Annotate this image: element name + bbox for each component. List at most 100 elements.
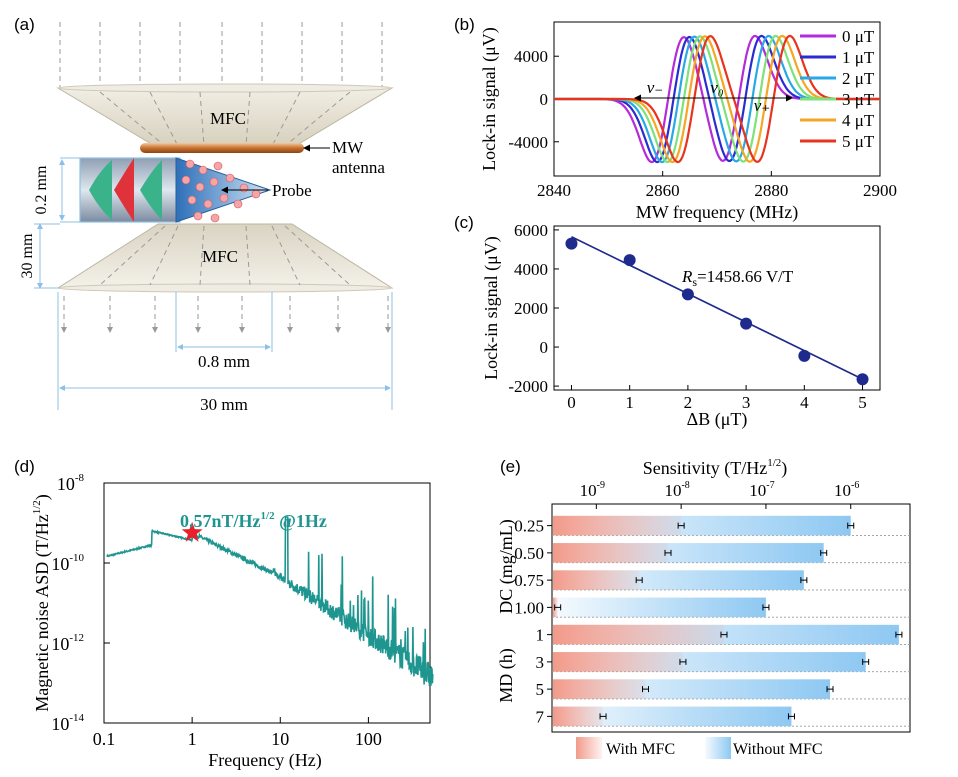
d-ytick-label: 10-10	[51, 552, 84, 574]
e-xtick-label: 10-7	[749, 480, 774, 500]
panel-c-label: (c)	[454, 213, 474, 232]
b-legend-label: 1 μT	[842, 48, 875, 67]
e-bar-with-mfc	[553, 652, 683, 672]
c-data-point	[681, 288, 694, 301]
panel-a-schematic: (a) MFC MW antenna	[14, 15, 394, 414]
b-nu-annotation: ν₋	[647, 78, 664, 97]
probe-label: Probe	[272, 181, 312, 200]
b-ytick-label: -4000	[508, 133, 548, 152]
antenna-label: antenna	[332, 158, 385, 177]
c-xtick-label: 2	[684, 393, 693, 412]
e-category-label: 0.75	[514, 571, 544, 590]
c-fit-annotation: Rs=1458.66 V/T	[681, 267, 794, 289]
b-xlabel: MW frequency (MHz)	[636, 202, 799, 223]
b-legend-label: 5 μT	[842, 132, 875, 151]
e-bar-with-mfc	[553, 624, 724, 645]
e-xtick-label: 10-9	[580, 480, 605, 500]
d-xtick-label: 100	[355, 729, 382, 749]
c-data-point	[740, 317, 753, 330]
c-ytick-label: 6000	[514, 221, 548, 240]
field-lines-top	[59, 22, 383, 90]
panel-c-chart: (c) 0 1 2 3 4 5 6000 4000 2000 0 -2000 Rs=1458.66 …	[454, 213, 881, 430]
panel-e-chart: (e) Sensitivity (T/Hz1/2) 10-9 10-8 10-7 10…	[496, 457, 911, 759]
panel-b-label: (b)	[454, 15, 475, 34]
e-legend-label-without: Without MFC	[733, 741, 823, 758]
d-ytick-label: 10-8	[57, 472, 85, 494]
e-xtick-label: 10-6	[834, 480, 859, 500]
mfc-bottom-label: MFC	[202, 247, 238, 266]
e-bar-with-mfc	[553, 679, 646, 699]
d-ytick-label: 10-12	[51, 632, 84, 654]
e-category-label: 7	[536, 707, 545, 726]
e-group-label: DC (mg/mL)	[496, 519, 517, 614]
b-xtick-label: 2860	[646, 181, 680, 200]
e-bar-with-mfc	[553, 706, 604, 727]
c-xlabel: ΔB (μT)	[687, 409, 748, 430]
dim-0-8mm: 0.8 mm	[198, 352, 250, 371]
e-category-label: 1.00	[514, 598, 544, 617]
e-xlabel: Sensitivity (T/Hz1/2)	[643, 457, 788, 479]
d-annotation: 0.57nT/Hz1/2 @1Hz	[180, 510, 327, 531]
e-category-label: 3	[536, 653, 545, 672]
field-lines-bottom	[61, 296, 391, 333]
b-legend-label: 0 μT	[842, 27, 875, 46]
b-xtick-label: 2900	[863, 181, 897, 200]
d-ytick-label: 10-14	[51, 712, 84, 734]
e-legend-swatch-with	[576, 737, 602, 759]
panel-e-label: (e)	[500, 457, 521, 476]
c-xtick-label: 4	[800, 393, 809, 412]
b-nu-annotation: ν₊	[754, 96, 771, 115]
d-ylabel: Magnetic noise ASD (T/Hz1/2)	[31, 494, 53, 712]
mw-antenna-shape	[140, 143, 304, 153]
d-star-marker	[181, 521, 203, 542]
c-ylabel: Lock-in signal (μV)	[481, 236, 502, 380]
c-xtick-label: 5	[858, 393, 867, 412]
e-category-label: 0.25	[514, 517, 544, 536]
e-bar-with-mfc	[553, 543, 669, 563]
c-xtick-label: 1	[625, 393, 634, 412]
d-noise-spectrum	[106, 516, 434, 687]
c-xtick-label: 3	[742, 393, 751, 412]
c-data-point	[623, 254, 636, 267]
b-ytick-label: 4000	[514, 47, 548, 66]
mfc-top-label: MFC	[210, 109, 246, 128]
panel-b-chart: (b) 2840 2860 2880 2900 4000 0 -4000 0 μT 1 μT 2…	[454, 15, 897, 223]
c-xtick-label: 0	[567, 393, 576, 412]
e-bar-without-mfc	[553, 597, 766, 618]
e-bar-with-mfc	[553, 515, 682, 536]
b-legend-label: 4 μT	[842, 111, 875, 130]
c-data-point	[856, 373, 869, 386]
c-ytick-label: -2000	[508, 377, 548, 396]
mw-label: MW	[332, 138, 364, 157]
dim-30mm-vertical: 30 mm	[19, 233, 36, 278]
fluorescence-green-left	[89, 160, 112, 220]
b-legend-label: 2 μT	[842, 69, 875, 88]
e-category-label: 1	[536, 626, 545, 645]
dim-0-2mm: 0.2 mm	[33, 165, 50, 214]
e-group-label: MD (h)	[496, 648, 517, 703]
b-xtick-label: 2840	[537, 181, 571, 200]
panel-d-chart: (d) 0.1 1 10 100 10-8 10-10 10-12 10-14 0.57nT/…	[14, 457, 434, 771]
dim-30mm-horizontal: 30 mm	[200, 395, 248, 414]
d-xtick-label: 0.1	[93, 729, 116, 749]
b-nu-annotation: ν₀	[710, 78, 724, 97]
b-ylabel: Lock-in signal (μV)	[479, 27, 500, 171]
e-category-label: 0.50	[514, 544, 544, 563]
b-legend-label: 3 μT	[842, 90, 875, 109]
b-ytick-label: 0	[540, 90, 549, 109]
fluorescence-green-right	[140, 160, 162, 220]
e-xtick-label: 10-8	[664, 480, 689, 500]
c-ytick-label: 2000	[514, 299, 548, 318]
e-legend-swatch-without	[705, 737, 731, 759]
panel-a-label: (a)	[14, 15, 35, 34]
e-legend-label-with: With MFC	[606, 741, 675, 758]
b-series-line	[554, 34, 880, 164]
c-data-point	[565, 237, 578, 250]
d-xlabel: Frequency (Hz)	[208, 750, 321, 771]
e-bar-with-mfc	[553, 570, 640, 590]
d-xtick-label: 10	[271, 729, 289, 749]
c-ytick-label: 4000	[514, 260, 548, 279]
fluorescence-red	[114, 158, 134, 222]
b-xtick-label: 2880	[754, 181, 788, 200]
